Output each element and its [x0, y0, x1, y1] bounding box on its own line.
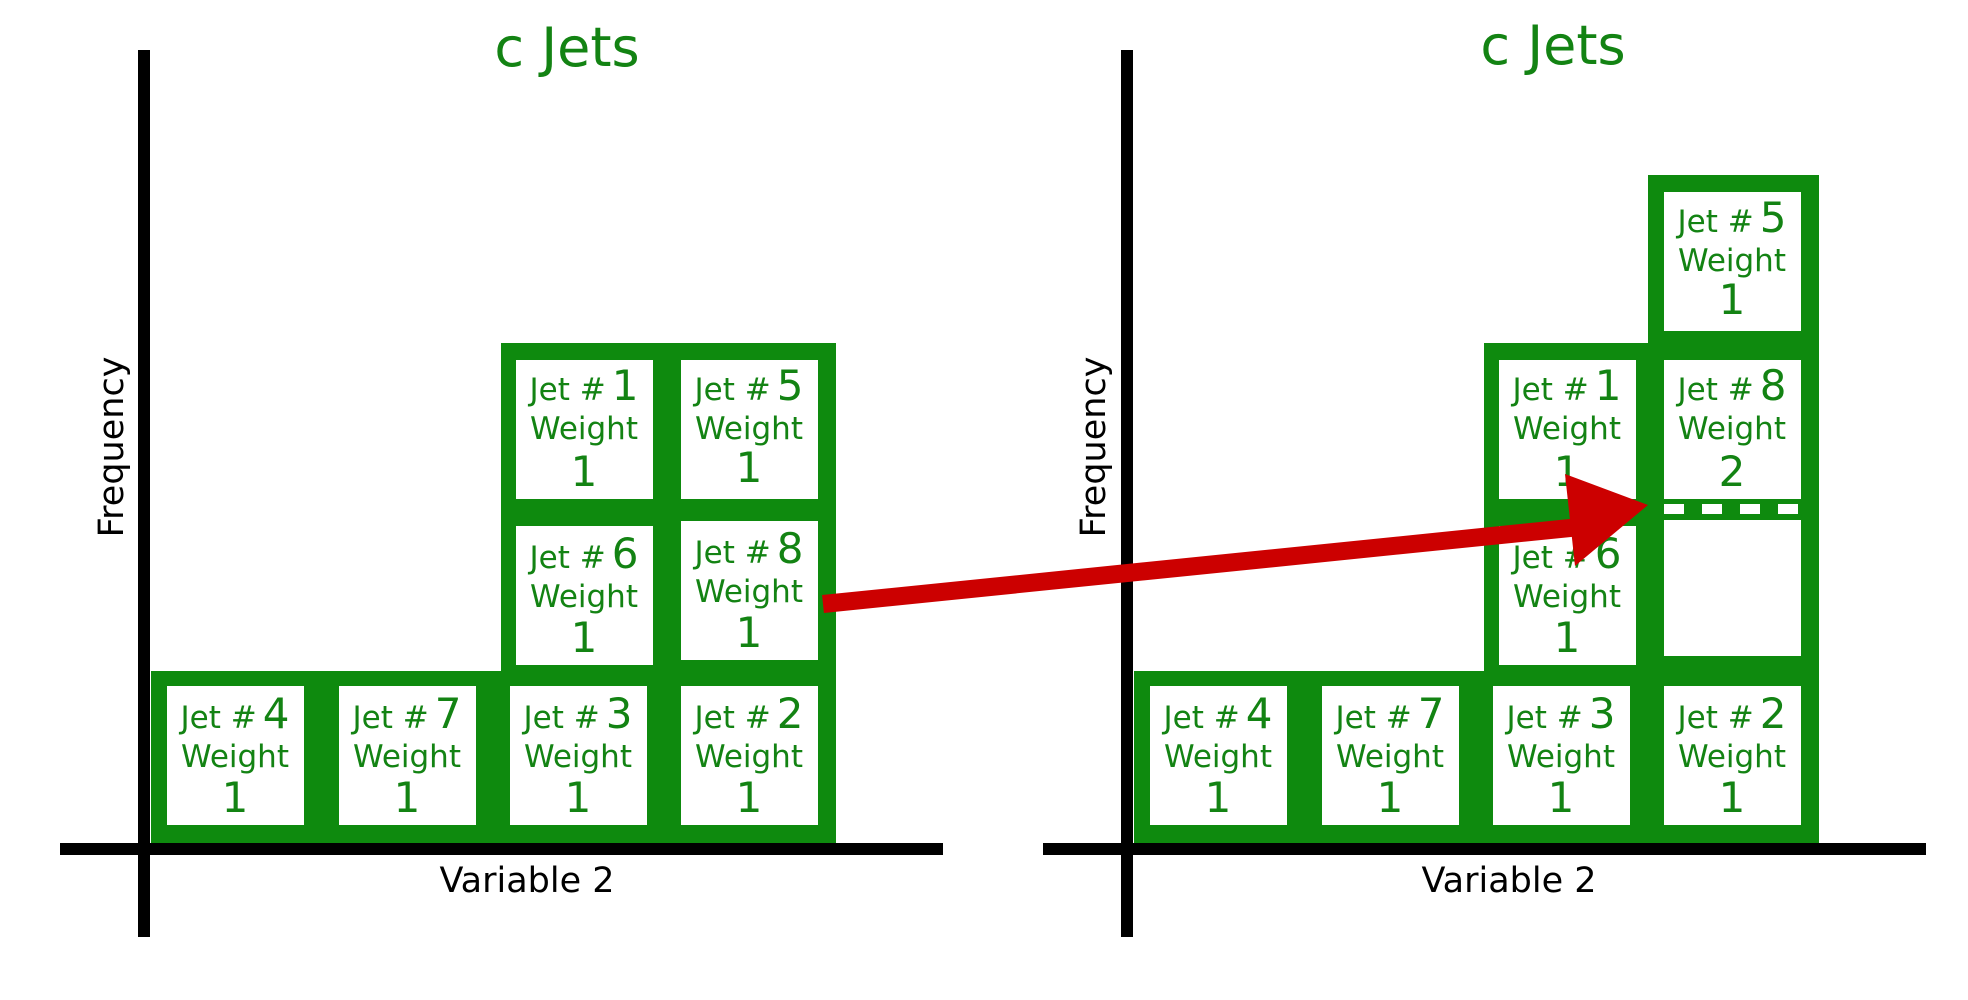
svg-text:Jet #3: Jet #3 — [1505, 689, 1616, 738]
svg-text:1: 1 — [394, 773, 421, 822]
svg-text:Weight: Weight — [1678, 243, 1786, 279]
svg-text:1: 1 — [1719, 275, 1746, 324]
svg-text:Jet #2: Jet #2 — [693, 689, 804, 738]
svg-text:2: 2 — [1719, 447, 1746, 496]
svg-text:Weight: Weight — [1678, 739, 1786, 775]
left-panel: c Jets Jet #4 Weight 1 Jet #7 Weight 1 J… — [60, 16, 943, 937]
svg-text:1: 1 — [736, 443, 763, 492]
svg-text:1: 1 — [1377, 773, 1404, 822]
right-jet-box-5: Jet #5 Weight 1 — [1664, 192, 1801, 331]
svg-text:Weight: Weight — [1513, 579, 1621, 615]
left-jet-box-5: Jet #5 Weight 1 — [681, 360, 818, 499]
right-jet-box-1: Jet #1 Weight 1 — [1499, 360, 1636, 499]
svg-text:Jet #6: Jet #6 — [528, 529, 639, 578]
left-x-axis — [60, 843, 943, 855]
right-jet-box-6: Jet #6 Weight 1 — [1499, 526, 1636, 665]
svg-text:Jet #4: Jet #4 — [179, 689, 290, 738]
left-x-axis-label: Variable 2 — [439, 861, 614, 901]
right-panel: c Jets Jet #4 Weight 1 Jet #7 Weight 1 — [1043, 14, 1926, 937]
right-jet-box-3: Jet #3 Weight 1 — [1493, 686, 1630, 825]
svg-text:Jet #5: Jet #5 — [1676, 193, 1787, 242]
svg-text:1: 1 — [736, 608, 763, 657]
left-y-axis-label: Frequency — [92, 357, 132, 538]
move-arrow-head — [1565, 474, 1648, 566]
right-empty-slot — [1664, 504, 1814, 656]
svg-text:Jet #7: Jet #7 — [1334, 689, 1445, 738]
svg-text:1: 1 — [1554, 613, 1581, 662]
svg-text:Weight: Weight — [1678, 411, 1786, 447]
right-jet-box-4: Jet #4 Weight 1 — [1150, 686, 1287, 825]
right-jet-box-2: Jet #2 Weight 1 — [1664, 686, 1801, 825]
svg-text:1: 1 — [571, 613, 598, 662]
svg-text:Jet #1: Jet #1 — [1511, 361, 1622, 410]
svg-text:Jet #8: Jet #8 — [1676, 361, 1787, 410]
right-x-axis — [1043, 843, 1926, 855]
left-jet-box-7: Jet #7 Weight 1 — [339, 686, 476, 825]
left-jet-box-1: Jet #1 Weight 1 — [516, 360, 653, 499]
svg-text:Weight: Weight — [695, 739, 803, 775]
right-jet-box-8: Jet #8 Weight 2 — [1664, 360, 1801, 499]
left-jet-box-8: Jet #8 Weight 1 — [681, 521, 818, 660]
svg-text:Weight: Weight — [530, 579, 638, 615]
svg-text:Jet #7: Jet #7 — [351, 689, 462, 738]
svg-text:Jet #5: Jet #5 — [693, 361, 804, 410]
right-x-axis-label: Variable 2 — [1421, 861, 1596, 901]
right-y-axis — [1121, 50, 1133, 937]
svg-text:1: 1 — [571, 447, 598, 496]
svg-text:Jet #8: Jet #8 — [693, 524, 804, 573]
right-panel-title: c Jets — [1480, 14, 1625, 77]
move-arrow-shaft — [822, 518, 1581, 613]
svg-text:Jet #3: Jet #3 — [522, 689, 633, 738]
svg-text:Weight: Weight — [530, 411, 638, 447]
svg-text:1: 1 — [565, 773, 592, 822]
left-jet-box-4: Jet #4 Weight 1 — [167, 686, 304, 825]
svg-text:Jet #2: Jet #2 — [1676, 689, 1787, 738]
svg-text:Weight: Weight — [1336, 739, 1444, 775]
right-y-axis-label: Frequency — [1074, 357, 1114, 538]
svg-text:Weight: Weight — [181, 739, 289, 775]
svg-text:Weight: Weight — [1164, 739, 1272, 775]
svg-text:1: 1 — [1548, 773, 1575, 822]
svg-text:1: 1 — [1205, 773, 1232, 822]
svg-text:Jet #4: Jet #4 — [1162, 689, 1273, 738]
svg-text:1: 1 — [222, 773, 249, 822]
left-jet-box-2: Jet #2 Weight 1 — [681, 686, 818, 825]
svg-text:Weight: Weight — [524, 739, 632, 775]
left-panel-title: c Jets — [494, 16, 639, 79]
svg-text:1: 1 — [736, 773, 763, 822]
svg-text:Jet #1: Jet #1 — [528, 361, 639, 410]
move-arrow — [822, 474, 1648, 613]
svg-text:Weight: Weight — [695, 574, 803, 610]
left-jet-box-6: Jet #6 Weight 1 — [516, 526, 653, 665]
svg-text:Weight: Weight — [1507, 739, 1615, 775]
left-jet-box-3: Jet #3 Weight 1 — [510, 686, 647, 825]
svg-text:Weight: Weight — [353, 739, 461, 775]
svg-text:Weight: Weight — [1513, 411, 1621, 447]
right-jet-box-7: Jet #7 Weight 1 — [1322, 686, 1459, 825]
left-y-axis — [138, 50, 150, 937]
svg-text:Weight: Weight — [695, 411, 803, 447]
svg-text:1: 1 — [1719, 773, 1746, 822]
